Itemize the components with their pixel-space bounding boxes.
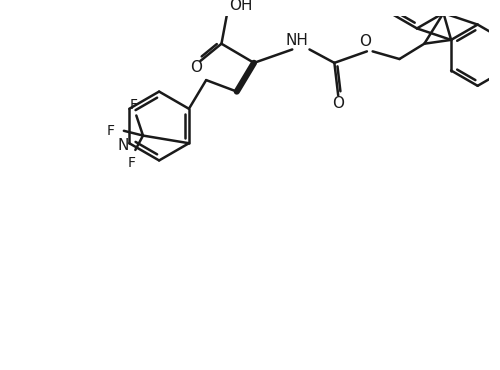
Text: OH: OH — [229, 0, 252, 13]
Text: O: O — [332, 97, 344, 111]
Text: NH: NH — [286, 33, 308, 48]
Text: F: F — [128, 156, 136, 170]
Text: F: F — [130, 98, 138, 112]
Text: F: F — [106, 124, 114, 138]
Text: O: O — [190, 60, 202, 75]
Text: N: N — [118, 138, 129, 153]
Text: O: O — [359, 34, 371, 49]
